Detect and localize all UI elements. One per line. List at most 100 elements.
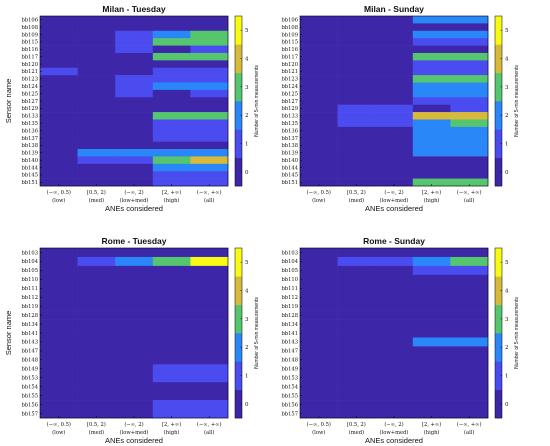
y-tick-label: bb128 [281,313,298,319]
heatmap-cell [375,346,414,356]
colorbar-tick-label: 2 [245,345,249,351]
heatmap-cell [450,373,489,383]
colorbar-segment [235,129,242,158]
heatmap-cell [375,364,414,374]
heatmap-cell [77,248,116,258]
heatmap-cell [337,301,376,311]
x-tick-interval: (−∞, +∞) [197,189,222,196]
colorbar-tick-label: 2 [245,113,249,119]
heatmap-cell [152,75,191,83]
heatmap-cell [375,178,414,187]
heatmap-cell [115,274,154,285]
heatmap-cell [375,75,414,83]
heatmap-cell [152,171,191,179]
heatmap-cell [412,382,451,392]
heatmap-cell [300,274,338,285]
heatmap-cell [375,30,414,39]
x-tick-group: (low) [312,429,325,436]
x-tick-group: (med) [349,197,364,204]
heatmap-cell [375,38,414,46]
y-tick-label: bb121 [281,69,298,75]
y-tick-label: bb143 [281,340,298,346]
heatmap-cell [190,60,229,69]
heatmap-cell [115,337,154,347]
heatmap-cell [375,283,414,294]
heatmap-cell [40,97,78,105]
y-tick-label: bb112 [281,295,298,301]
heatmap-cell [375,292,414,302]
heatmap-cell [450,400,489,410]
heatmap-cell [412,310,451,320]
y-tick-label: bb138 [281,143,298,149]
colorbar-segment [495,129,502,158]
heatmap-cell [450,319,489,329]
x-tick-group: (high) [164,197,180,204]
heatmap-cell [40,141,78,150]
heatmap-cell [190,310,229,320]
colorbar-segment [235,304,242,334]
heatmap-cell [77,409,116,419]
heatmap-cell [375,256,414,267]
heatmap-cell [412,391,451,401]
heatmap-cell [40,126,78,135]
heatmap-cell [40,409,78,419]
heatmap-cell [412,119,451,128]
heatmap-cell [190,30,229,39]
y-tick-label: bb105 [21,268,38,274]
heatmap-cell [152,104,191,113]
y-tick-label: bb106 [281,17,298,23]
y-tick-label: bb140 [281,158,298,164]
heatmap-cell [337,60,376,69]
heatmap-cell [152,38,191,46]
heatmap-cell [115,283,154,294]
heatmap-cell [412,171,451,179]
y-tick-label: bb151 [281,180,298,186]
colorbar-tick-label: 0 [245,170,249,176]
heatmap-cell [190,38,229,46]
x-tick-group: (med) [89,429,104,436]
heatmap-cell [77,45,116,54]
heatmap-cell [77,156,116,165]
heatmap-cell [115,292,154,302]
heatmap-cell [115,310,154,320]
x-tick-group: (med) [89,197,104,204]
heatmap-cell [40,52,78,61]
y-tick-label: bb149 [21,367,38,373]
heatmap-cell [115,355,154,365]
heatmap-cell [190,373,229,383]
heatmap-cell [375,156,414,165]
heatmap-cell [450,149,489,157]
heatmap-cell [450,67,489,76]
heatmap-cell [337,38,376,46]
heatmap-cell [40,38,78,46]
y-tick-label: bb110 [281,277,298,283]
y-tick-label: bb120 [21,62,38,68]
x-tick-interval: (−∞, 2) [384,189,403,196]
heatmap-cell [40,301,78,311]
heatmap-cell [337,256,376,267]
heatmap-cell [190,409,229,419]
x-tick-interval: (−∞, 0.5) [307,189,331,196]
heatmap-cell [190,283,229,294]
heatmap-cell [40,119,78,128]
heatmap-cell [152,310,191,320]
heatmap-cell [375,265,414,276]
heatmap-cell [77,274,116,285]
heatmap-cell [450,292,489,302]
heatmap-cell [115,134,154,142]
heatmap-cell [300,119,338,128]
heatmap-cell [337,149,376,157]
y-tick-label: bb141 [21,331,38,337]
heatmap-cell [77,119,116,128]
heatmap-cell [412,400,451,410]
heatmap-cell [40,163,78,172]
colorbar-segment [235,333,242,362]
colorbar-tick-label: 0 [505,170,509,176]
heatmap-cell [450,178,489,187]
heatmap-cell [450,97,489,105]
heatmap-cell [375,373,414,383]
x-axis-label: ANEs considered [365,436,423,445]
heatmap-cell [375,141,414,150]
y-tick-label: bb127 [281,99,298,105]
